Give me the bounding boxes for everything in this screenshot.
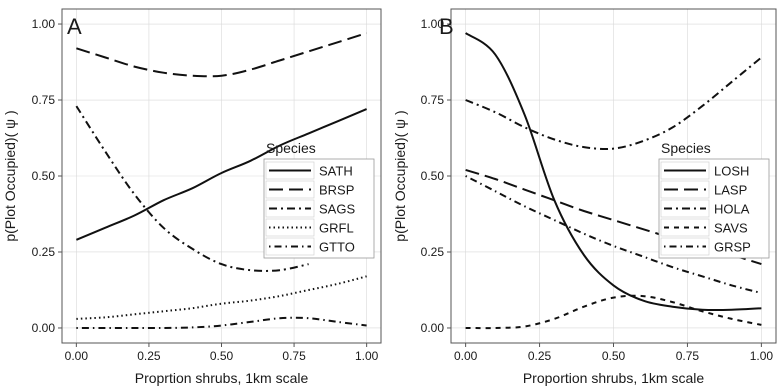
x-tick-label: 0.25 xyxy=(528,349,552,363)
series-line-grfl xyxy=(76,275,367,320)
panel-label: A xyxy=(67,14,82,39)
y-tick-label: 0.75 xyxy=(421,93,445,107)
legend-label-lasp: LASP xyxy=(714,183,747,198)
y-axis-title: p(Plot Occupied)( ψ ) xyxy=(2,110,18,241)
legend-label-grsp: GRSP xyxy=(714,240,751,255)
y-tick-label: 1.00 xyxy=(32,17,56,31)
legend-key-box xyxy=(660,237,710,256)
x-tick-label: 0.50 xyxy=(602,349,626,363)
x-tick-label: 0.75 xyxy=(676,349,700,363)
series-line-hola xyxy=(465,56,763,151)
chart-panel-b: 0.00 0.25 0.50 0.75 1.00 0.00 0.25 0.50 0.75 1.00… xyxy=(392,8,777,386)
x-tick-label: 0.50 xyxy=(210,349,234,363)
series-line-sath xyxy=(76,108,368,241)
legend-label-sath: SATH xyxy=(319,164,353,179)
x-axis-title: Proportion shrubs, 1km scale xyxy=(523,370,705,386)
series-line-lasp xyxy=(465,168,762,266)
x-tick-label: 0.75 xyxy=(282,349,306,363)
y-tick-label: 0.50 xyxy=(421,169,445,183)
legend-label-losh: LOSH xyxy=(714,164,749,179)
legend-title: Species xyxy=(661,140,711,156)
y-tick-label: 0.25 xyxy=(421,245,445,259)
series-line-grsp xyxy=(465,175,762,294)
series-line-gtto xyxy=(76,316,367,330)
legend-key-box xyxy=(265,237,315,256)
x-tick-label: 0.00 xyxy=(65,349,89,363)
y-tick-label: 1.00 xyxy=(421,17,445,31)
x-tick-label: 1.00 xyxy=(355,349,379,363)
x-tick-label: 0.25 xyxy=(137,349,161,363)
legend-title: Species xyxy=(266,140,316,156)
y-tick-label: 0.25 xyxy=(32,245,56,259)
legend-label-hola: HOLA xyxy=(714,202,750,217)
series-line-savs xyxy=(465,294,762,330)
y-tick-label: 0.75 xyxy=(32,93,56,107)
series-line-brsp xyxy=(76,32,367,78)
legend-label-savs: SAVS xyxy=(714,221,748,236)
x-axis-title: Proprtion shrubs, 1km scale xyxy=(135,370,309,386)
legend-label-brsp: BRSP xyxy=(319,183,354,198)
legend-label-gtto: GTTO xyxy=(319,240,355,255)
series-line-sags xyxy=(75,105,309,272)
chart-panel-a: 0.00 0.25 0.50 0.75 1.00 0.00 0.25 0.50 0.75 1.00… xyxy=(2,8,382,386)
legend-label-grfl: GRFL xyxy=(319,221,354,236)
legend-label-sags: SAGS xyxy=(319,202,355,217)
y-tick-label: 0.00 xyxy=(32,321,56,335)
x-tick-label: 0.00 xyxy=(454,349,478,363)
x-tick-label: 1.00 xyxy=(750,349,774,363)
legend-key-box xyxy=(265,218,315,237)
panel-label: B xyxy=(439,14,454,39)
series-line-losh xyxy=(465,32,762,311)
y-tick-label: 0.50 xyxy=(32,169,56,183)
y-tick-label: 0.00 xyxy=(421,321,445,335)
y-axis-title: p(Plot Occupied)( ψ ) xyxy=(392,110,408,241)
